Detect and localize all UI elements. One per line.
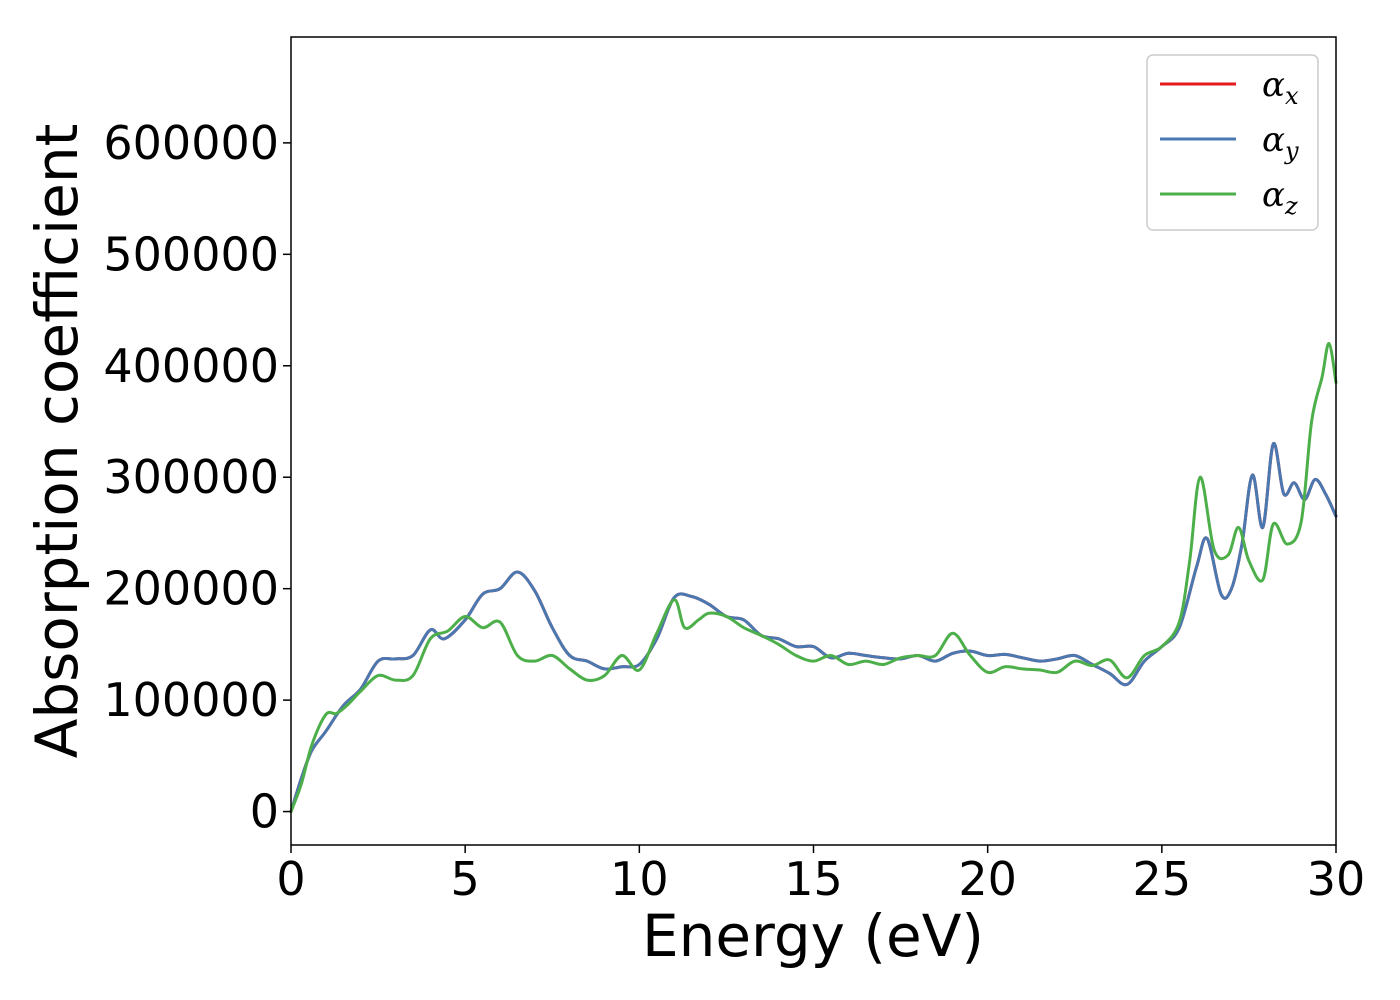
legend: αx αy αz xyxy=(1146,54,1319,231)
x-tick-label: 25 xyxy=(1133,852,1192,906)
x-axis: 0 5 10 15 20 25 30 xyxy=(276,845,1365,906)
y-tick-label: 0 xyxy=(250,785,279,839)
legend-label-x: αx xyxy=(1262,65,1299,110)
x-tick-label: 0 xyxy=(276,852,305,906)
y-tick-label: 100000 xyxy=(103,673,279,727)
series-line-z xyxy=(289,341,1338,814)
legend-label-y: αy xyxy=(1262,120,1299,165)
y-tick-label: 300000 xyxy=(103,450,279,504)
series-layer xyxy=(289,341,1338,814)
x-tick-label: 20 xyxy=(958,852,1017,906)
x-tick-label: 5 xyxy=(451,852,480,906)
y-tick-label: 600000 xyxy=(103,116,279,170)
series-line-y xyxy=(289,442,1338,814)
x-tick-label: 15 xyxy=(784,852,843,906)
y-tick-label: 200000 xyxy=(103,562,279,616)
y-axis-title: Absorption coefficient xyxy=(23,124,91,759)
x-tick-label: 10 xyxy=(610,852,669,906)
y-tick-label: 400000 xyxy=(103,339,279,393)
x-tick-label: 30 xyxy=(1307,852,1366,906)
legend-box xyxy=(1146,54,1319,231)
legend-label-z: αz xyxy=(1262,175,1298,220)
y-axis: 0 100000 200000 300000 400000 500000 600000 xyxy=(103,116,291,839)
x-axis-title: Energy (eV) xyxy=(642,902,984,970)
y-tick-label: 500000 xyxy=(103,227,279,281)
